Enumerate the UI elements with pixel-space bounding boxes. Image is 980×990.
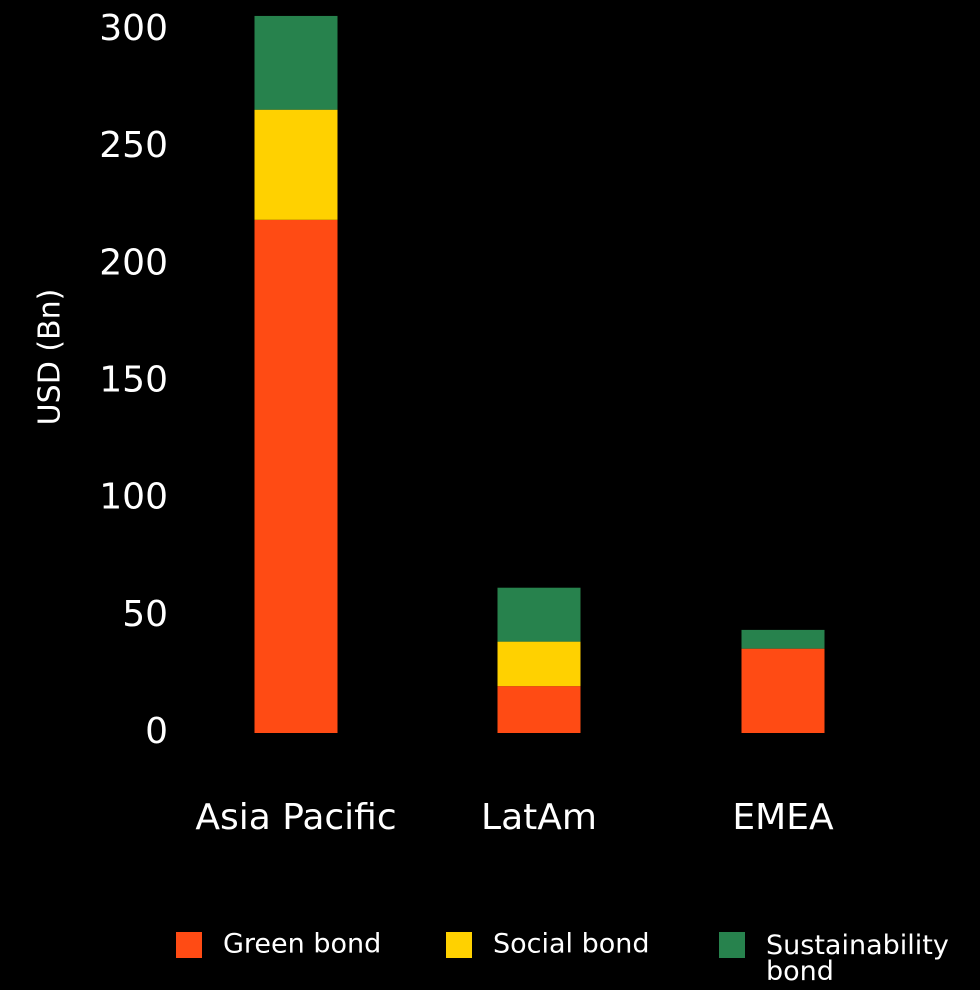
bars — [254, 15, 825, 733]
y-tick-label-200: 200 — [99, 242, 168, 283]
bar-latam-green-bond — [497, 686, 581, 733]
y-tick-label-150: 150 — [99, 360, 168, 401]
x-axis-categories: Asia Pacific LatAm EMEA — [195, 797, 834, 838]
y-axis-title: USD (Bn) — [33, 289, 68, 426]
x-category-label-asia-pacific: Asia Pacific — [195, 797, 396, 838]
bar-asia-pacific-sustainability-bond — [254, 15, 338, 110]
legend-swatch-social-bond — [446, 932, 472, 958]
bar-emea-sustainability-bond — [741, 629, 825, 649]
legend-item-green-bond: Green bond — [176, 929, 381, 960]
y-axis-ticks: 0 50 100 150 200 250 300 — [99, 8, 168, 752]
y-tick-label-250: 250 — [99, 125, 168, 166]
legend-item-social-bond: Social bond — [446, 929, 650, 960]
x-category-label-emea: EMEA — [732, 797, 834, 838]
bar-asia-pacific-social-bond — [254, 109, 338, 220]
bar-latam-sustainability-bond — [497, 587, 581, 642]
legend-label-green-bond: Green bond — [223, 929, 381, 960]
y-tick-label-0: 0 — [145, 711, 168, 752]
bar-latam-social-bond — [497, 641, 581, 687]
legend-swatch-sustainability-bond — [719, 932, 745, 958]
bar-emea-green-bond — [741, 648, 825, 733]
y-tick-label-300: 300 — [99, 8, 168, 49]
legend: Green bond Social bond Sustainability bond — [176, 929, 949, 987]
legend-item-sustainability-bond: Sustainability bond — [719, 930, 949, 987]
bar-asia-pacific-green-bond — [254, 219, 338, 733]
legend-swatch-green-bond — [176, 932, 202, 958]
legend-label-sustainability-bond: Sustainability bond — [766, 930, 949, 987]
legend-label-social-bond: Social bond — [493, 929, 650, 960]
x-category-label-latam: LatAm — [481, 797, 597, 838]
y-tick-label-100: 100 — [99, 477, 168, 518]
y-tick-label-50: 50 — [122, 594, 168, 635]
